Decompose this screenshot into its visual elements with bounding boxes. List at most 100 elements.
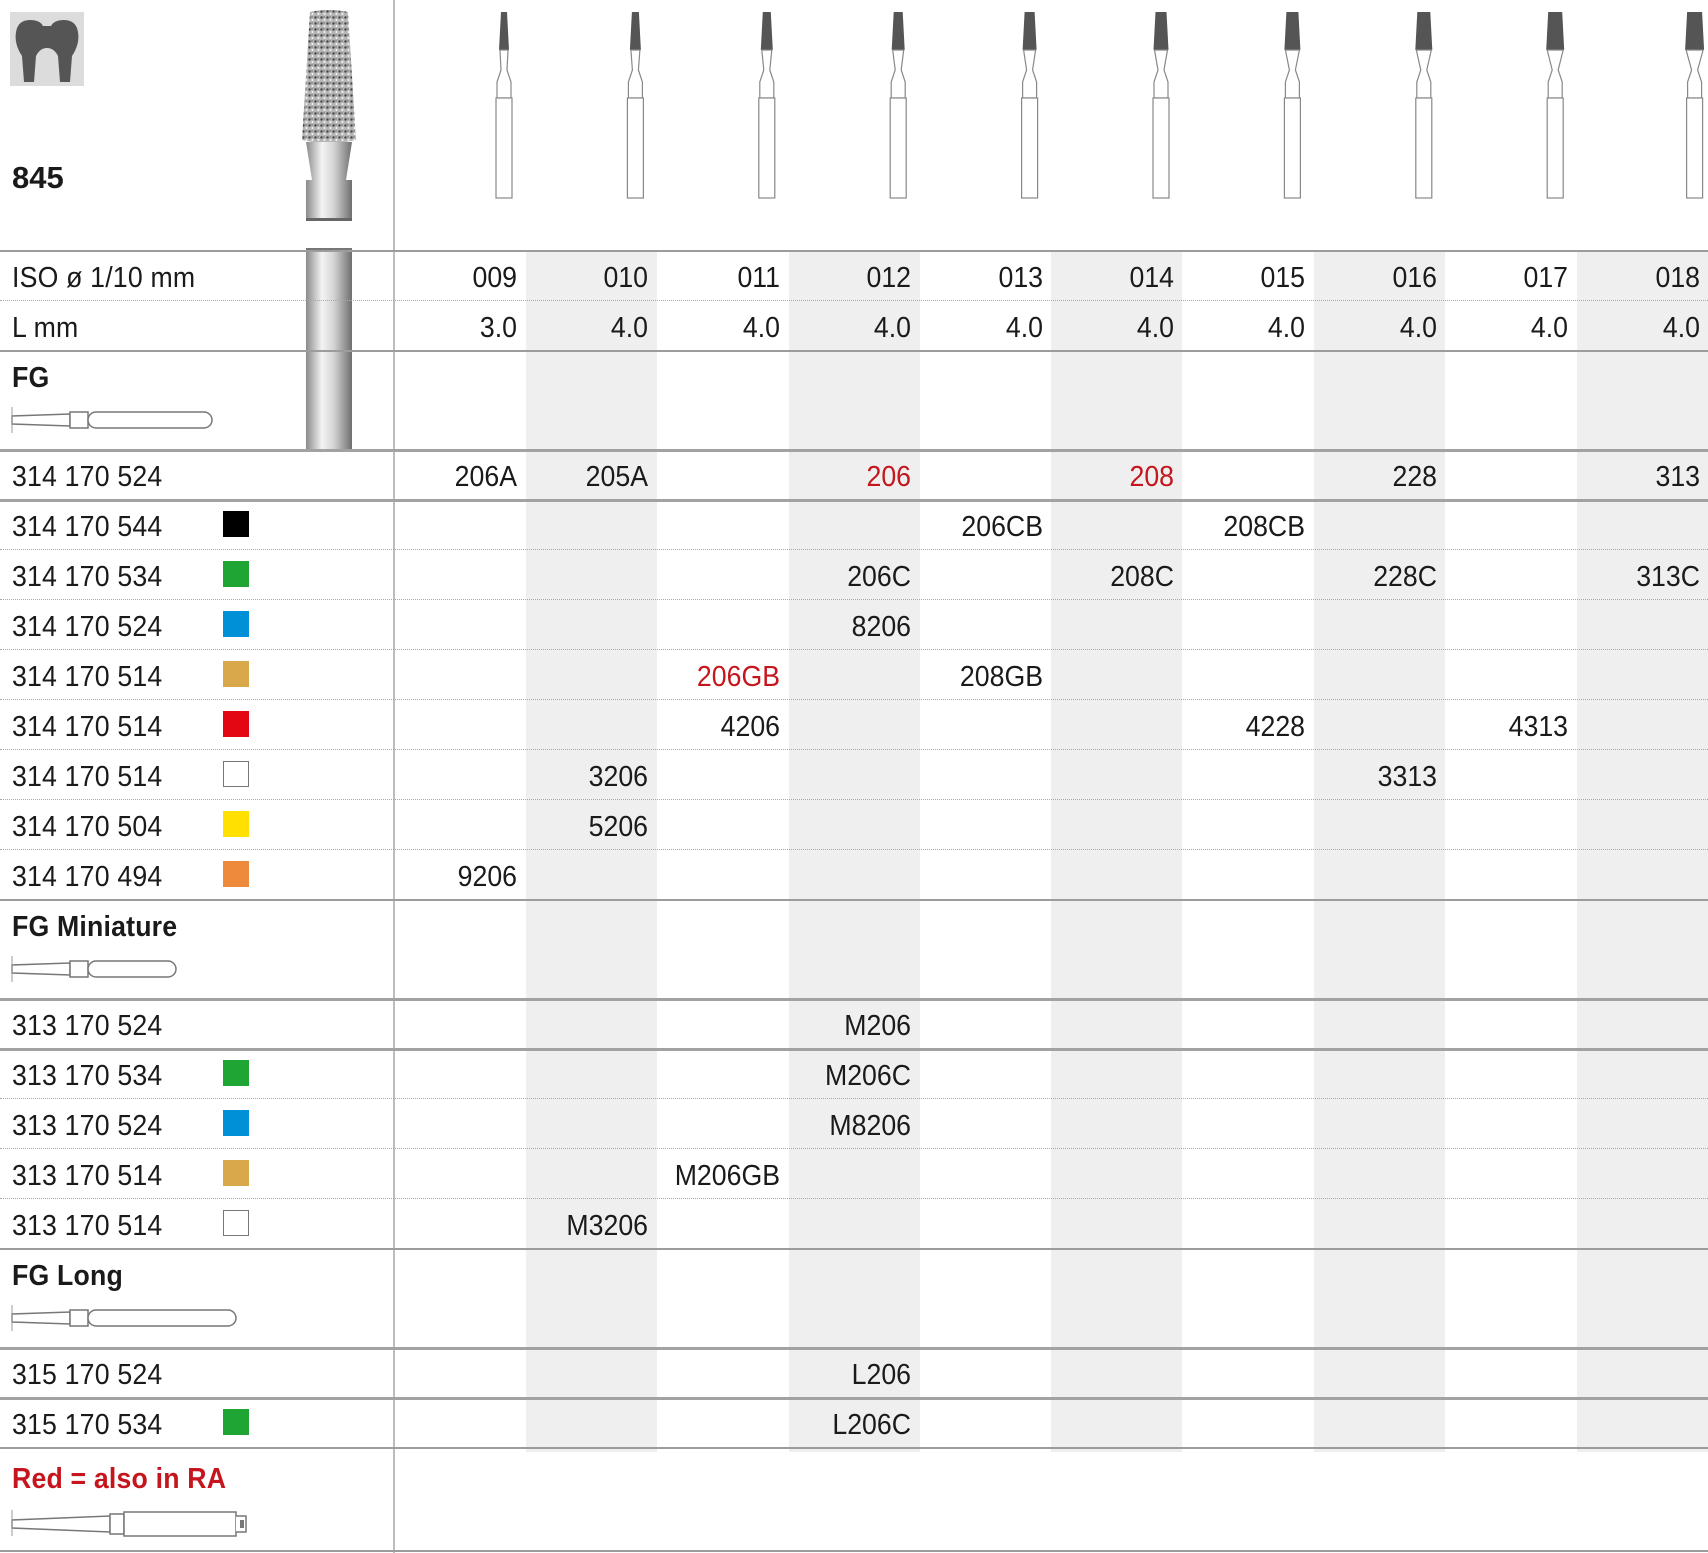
length-value: 4.0 [1399, 312, 1437, 344]
bur-tip [1415, 12, 1433, 50]
divider [0, 1550, 1708, 1552]
bur-shank [495, 97, 513, 199]
section-title: FG Long [12, 1260, 123, 1292]
divider [0, 250, 1708, 252]
column-shade-016 [1314, 251, 1445, 1452]
order-code: 313 170 534 [12, 1060, 163, 1092]
length-value: 3.0 [479, 312, 517, 344]
diamond-bur-icon [302, 10, 356, 450]
iso-size-value: 016 [1392, 262, 1437, 294]
bur-shank [1685, 97, 1704, 199]
gold-ring-swatch [223, 1160, 249, 1186]
column-shade-010 [526, 251, 657, 1452]
green-ring-swatch [223, 561, 249, 587]
bur-shank [1283, 97, 1302, 199]
order-code: 315 170 524 [12, 1359, 163, 1391]
bur-neck [496, 49, 512, 99]
order-code: 314 170 494 [12, 861, 163, 893]
divider [0, 1347, 1708, 1350]
bur-tip [1284, 12, 1301, 50]
bur-tip [760, 12, 773, 50]
bur-neck [1153, 49, 1169, 99]
order-code: 314 170 504 [12, 811, 163, 843]
divider [0, 1447, 1708, 1449]
divider [0, 998, 1708, 1001]
catalog-number: 205A [586, 461, 649, 493]
divider [0, 799, 1708, 800]
order-code: 314 170 514 [12, 661, 163, 693]
bur-shank [1152, 97, 1170, 199]
blue-ring-swatch [223, 1110, 249, 1136]
iso-size-value: 015 [1260, 262, 1306, 294]
bur-tip [1546, 12, 1565, 50]
bur-neck [1685, 49, 1704, 99]
divider [0, 749, 1708, 750]
column-shade-018 [1577, 251, 1708, 1452]
length-value: 4.0 [1662, 312, 1700, 344]
catalog-number: 5206 [589, 811, 649, 843]
divider [0, 350, 1708, 352]
order-code: 313 170 514 [12, 1210, 163, 1242]
product-number: 845 [12, 160, 64, 195]
catalog-number: 313C [1635, 561, 1700, 593]
divider [0, 449, 1708, 452]
column-divider [393, 0, 395, 1553]
length-value: 4.0 [1005, 312, 1043, 344]
fg-shank-icon [11, 407, 213, 433]
bur-shank [758, 97, 776, 199]
iso-size-value: 010 [603, 262, 649, 294]
fg-miniature-shank-icon [11, 956, 177, 982]
iso-size-value: 018 [1655, 262, 1700, 294]
bur-size-drawings [495, 12, 1705, 199]
catalog-number: M3206 [566, 1210, 649, 1242]
orange-ring-swatch [223, 861, 249, 887]
length-value: 4.0 [1268, 312, 1306, 344]
crown-icon [10, 12, 84, 86]
iso-size-value: 011 [737, 262, 780, 294]
order-code: 313 170 524 [12, 1110, 163, 1142]
bur-neck [627, 49, 643, 99]
iso-size-value: 017 [1523, 262, 1569, 294]
order-code: 314 170 524 [12, 611, 163, 643]
divider [0, 549, 1708, 550]
order-code: 314 170 534 [12, 561, 163, 593]
gold-ring-swatch [223, 661, 249, 687]
bur-tip [1685, 12, 1705, 50]
order-code: 314 170 544 [12, 511, 163, 543]
divider [0, 1098, 1708, 1099]
catalog-number: 206A [454, 461, 517, 493]
length-value: 4.0 [1531, 312, 1569, 344]
catalog-number: L206C [832, 1409, 912, 1441]
order-code: 314 170 514 [12, 711, 163, 743]
catalog-number: 208CB [1223, 511, 1306, 543]
order-code: 315 170 534 [12, 1409, 163, 1441]
black-ring-swatch [223, 511, 249, 537]
blue-ring-swatch [223, 611, 249, 637]
bur-neck [759, 49, 775, 99]
length-value: 4.0 [742, 312, 780, 344]
bur-tip [1153, 12, 1169, 50]
order-code: 313 170 524 [12, 1010, 163, 1042]
bur-shank [1546, 97, 1564, 199]
length-label: L mm [12, 312, 79, 344]
bur-neck [1284, 49, 1301, 99]
catalog-number: 228 [1392, 461, 1437, 493]
bur-neck [1415, 49, 1433, 99]
white-ring-swatch [223, 1210, 249, 1236]
bur-shank [1020, 97, 1039, 199]
catalog-number: 208GB [959, 661, 1043, 693]
catalog-number: 313 [1655, 461, 1700, 493]
catalog-number: 206C [847, 561, 912, 593]
divider [0, 499, 1708, 502]
bur-tip [891, 12, 905, 50]
order-code: 313 170 514 [12, 1160, 163, 1192]
divider [0, 699, 1708, 700]
catalog-number: M206GB [674, 1160, 780, 1192]
catalog-number: 206CB [961, 511, 1043, 543]
bur-neck [890, 49, 906, 99]
green-ring-swatch [223, 1060, 249, 1086]
order-code: 314 170 524 [12, 461, 163, 493]
catalog-number: 4228 [1246, 711, 1306, 743]
catalog-number: 3313 [1377, 761, 1437, 793]
